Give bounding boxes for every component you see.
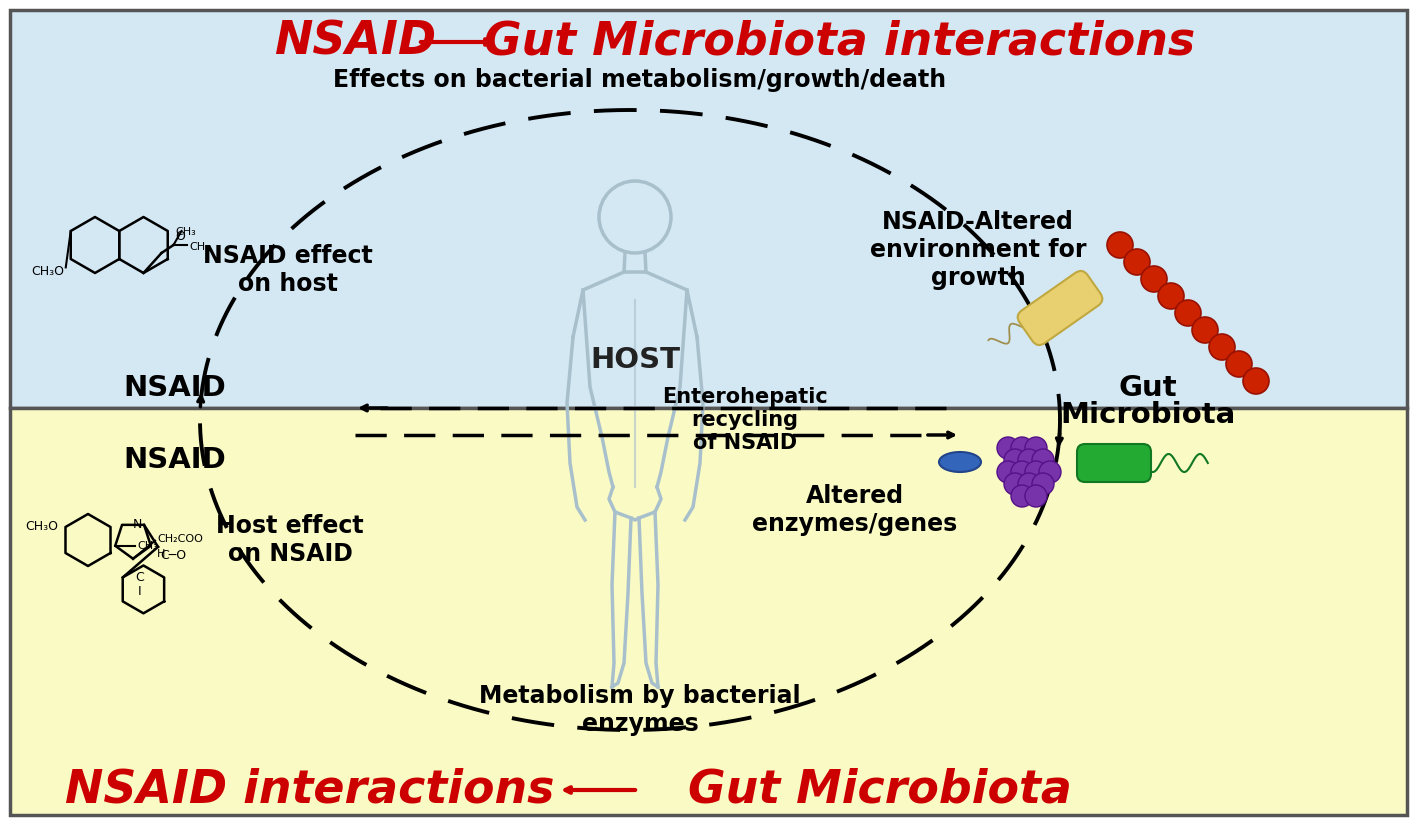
Circle shape (998, 461, 1019, 483)
Circle shape (1024, 461, 1047, 483)
FancyBboxPatch shape (1077, 444, 1151, 482)
Circle shape (1010, 437, 1033, 459)
Circle shape (1024, 485, 1047, 507)
Text: O: O (176, 230, 186, 243)
Circle shape (1039, 461, 1061, 483)
Text: NSAID: NSAID (123, 446, 227, 474)
Text: Host effect
on NSAID: Host effect on NSAID (217, 514, 364, 566)
Circle shape (1175, 300, 1202, 326)
Text: N: N (133, 518, 142, 531)
Text: CH₃O: CH₃O (31, 265, 64, 278)
Text: C: C (135, 571, 143, 584)
Text: NSAID interactions: NSAID interactions (65, 767, 554, 813)
Text: CH₃O: CH₃O (26, 521, 58, 534)
Circle shape (1107, 232, 1134, 258)
Text: C─O: C─O (160, 549, 186, 562)
Circle shape (1124, 249, 1151, 275)
Text: Gut Microbiota: Gut Microbiota (689, 767, 1071, 813)
Circle shape (1032, 449, 1054, 471)
Circle shape (998, 437, 1019, 459)
Text: H: H (157, 549, 166, 559)
Text: HOST: HOST (589, 346, 680, 374)
Text: Gut: Gut (1118, 374, 1178, 402)
Text: I: I (137, 585, 142, 598)
Text: CH₂COO: CH₂COO (157, 534, 203, 544)
Text: Gut Microbiota interactions: Gut Microbiota interactions (485, 20, 1196, 64)
Circle shape (1005, 473, 1026, 495)
Circle shape (1192, 317, 1219, 343)
Text: Effects on bacterial metabolism/growth/death: Effects on bacterial metabolism/growth/d… (333, 68, 947, 92)
Circle shape (1032, 473, 1054, 495)
Text: Metabolism by bacterial
enzymes: Metabolism by bacterial enzymes (479, 684, 801, 736)
Circle shape (1017, 449, 1040, 471)
Circle shape (1017, 473, 1040, 495)
Circle shape (1158, 283, 1185, 309)
Circle shape (1209, 334, 1236, 360)
Circle shape (1010, 461, 1033, 483)
Text: NSAID-Altered
environment for
growth: NSAID-Altered environment for growth (870, 210, 1087, 290)
Text: CH₃: CH₃ (176, 227, 196, 237)
Circle shape (1010, 485, 1033, 507)
Text: CH₃: CH₃ (137, 540, 157, 551)
Ellipse shape (939, 452, 981, 472)
Circle shape (1226, 351, 1253, 377)
Circle shape (1141, 266, 1168, 292)
Text: Altered
enzymes/genes: Altered enzymes/genes (752, 484, 958, 536)
Circle shape (1024, 437, 1047, 459)
Text: Enterohepatic
recycling
of NSAID: Enterohepatic recycling of NSAID (662, 387, 828, 453)
Text: CH₃: CH₃ (190, 242, 210, 252)
Circle shape (1005, 449, 1026, 471)
Text: NSAID: NSAID (123, 374, 227, 402)
Circle shape (1243, 368, 1270, 394)
Text: Microbiota: Microbiota (1060, 401, 1236, 429)
Text: NSAID effect
on host: NSAID effect on host (203, 244, 373, 296)
Bar (10, 408, 1407, 815)
Bar (10, 10, 1407, 408)
FancyBboxPatch shape (1017, 271, 1102, 345)
Text: NSAID: NSAID (273, 20, 436, 64)
